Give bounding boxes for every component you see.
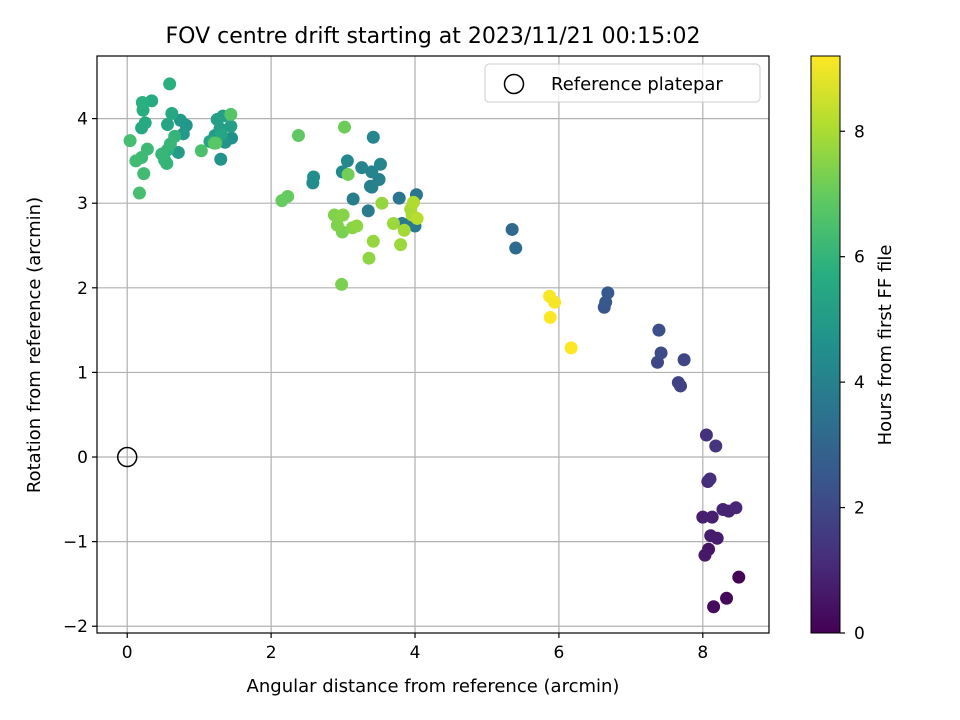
data-point — [654, 346, 668, 360]
data-point — [362, 251, 376, 265]
data-point — [346, 192, 360, 206]
colorbar-tick-label: 4 — [854, 373, 865, 393]
data-point — [171, 145, 185, 159]
colorbar-tick-label: 0 — [854, 624, 865, 644]
colorbar-ticks: 0 2 4 6 8 — [840, 122, 865, 644]
data-point — [161, 118, 175, 132]
data-point — [281, 189, 295, 203]
colorbar: 0 2 4 6 8 Hours from first FF file — [810, 55, 896, 644]
y-tick-label: 4 — [77, 110, 88, 130]
y-tick-label: 0 — [77, 448, 88, 468]
data-point — [123, 134, 137, 148]
data-point — [505, 222, 519, 236]
data-point — [709, 439, 723, 453]
data-point — [135, 96, 149, 110]
data-point — [392, 191, 406, 205]
data-point — [361, 204, 375, 218]
grid-lines — [97, 56, 769, 633]
data-point — [394, 238, 408, 252]
data-point — [707, 600, 721, 614]
data-point — [366, 234, 380, 248]
x-tick-label: 6 — [553, 643, 564, 663]
colorbar-tick-label: 8 — [854, 122, 865, 142]
data-point — [705, 510, 719, 524]
y-tick-label: 3 — [77, 194, 88, 214]
reference-platepar-marker — [116, 446, 138, 468]
data-point — [407, 195, 421, 209]
data-point — [698, 548, 712, 562]
data-point — [338, 120, 352, 134]
legend-marker-icon — [503, 73, 525, 95]
y-tick-label: 1 — [77, 363, 88, 383]
data-point — [366, 130, 380, 144]
data-point — [224, 107, 238, 121]
data-point — [373, 157, 387, 171]
data-point — [652, 323, 666, 337]
legend-box — [484, 63, 761, 103]
chart-title: FOV centre drift starting at 2023/11/21 … — [166, 24, 701, 49]
data-point — [165, 107, 179, 121]
data-point — [696, 510, 710, 524]
axis-ticks: 0 2 4 6 8 −2 −1 0 1 2 3 4 — [63, 110, 708, 663]
colorbar-tick-label: 2 — [854, 499, 865, 519]
data-point — [307, 170, 321, 184]
data-point — [335, 277, 349, 291]
data-point — [163, 137, 177, 151]
data-point — [375, 196, 389, 210]
plot-frame — [96, 55, 770, 634]
data-point — [132, 186, 146, 200]
y-tick-label: −1 — [63, 533, 88, 553]
data-point — [129, 154, 143, 168]
data-point — [330, 218, 344, 232]
data-point — [336, 208, 350, 222]
data-point — [720, 591, 734, 605]
data-point — [224, 119, 238, 133]
x-axis-label: Angular distance from reference (arcmin) — [247, 676, 620, 697]
data-point — [729, 501, 743, 515]
colorbar-label: Hours from first FF file — [875, 245, 896, 446]
data-point — [291, 129, 305, 143]
data-point — [509, 241, 523, 255]
data-point — [677, 353, 691, 367]
data-point — [340, 154, 354, 168]
legend-label: Reference platepar — [551, 74, 723, 95]
data-point — [732, 570, 746, 584]
plot-area: 0 2 4 6 8 −2 −1 0 1 2 3 4 — [63, 55, 770, 663]
data-point — [548, 295, 562, 309]
x-tick-label: 8 — [697, 643, 708, 663]
data-point — [397, 223, 411, 237]
data-point — [365, 165, 379, 179]
y-axis-label: Rotation from reference (arcmin) — [24, 197, 45, 493]
data-point — [699, 428, 713, 442]
data-point — [564, 341, 578, 355]
data-point — [214, 152, 228, 166]
colorbar-tick-label: 6 — [854, 248, 865, 268]
data-point — [194, 144, 208, 158]
data-point — [341, 167, 355, 181]
y-tick-label: −2 — [63, 617, 88, 637]
data-point — [138, 116, 152, 130]
data-points — [123, 77, 746, 614]
data-point — [671, 376, 685, 390]
data-point — [543, 310, 557, 324]
data-point — [355, 161, 369, 175]
data-point — [410, 211, 424, 225]
x-tick-label: 2 — [266, 643, 277, 663]
x-tick-label: 4 — [410, 643, 421, 663]
data-point — [209, 136, 223, 150]
data-point — [386, 217, 400, 231]
x-tick-label: 0 — [122, 643, 133, 663]
y-tick-label: 2 — [77, 279, 88, 299]
data-point — [704, 529, 718, 543]
data-point — [155, 147, 169, 161]
legend: Reference platepar — [484, 63, 761, 103]
data-point — [163, 77, 177, 91]
colorbar-gradient — [810, 55, 841, 634]
data-point — [137, 167, 151, 181]
data-point — [601, 286, 615, 300]
data-point — [350, 219, 364, 233]
data-point — [703, 472, 717, 486]
